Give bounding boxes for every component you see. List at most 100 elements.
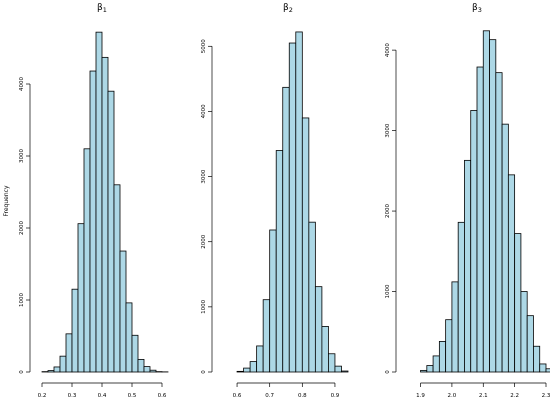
histogram-bar: [282, 86, 290, 373]
x-tick-label: 0.5: [128, 393, 137, 399]
x-tick-label: 2.1: [479, 393, 488, 399]
histogram-bar: [59, 355, 67, 373]
y-tick-label: 1000: [19, 293, 25, 307]
histogram-bar: [520, 291, 528, 373]
histogram-bar: [507, 174, 516, 373]
x-tick-label: 0.7: [265, 393, 274, 399]
histogram-bar: [71, 288, 79, 373]
x-tick-label: 1.9: [416, 393, 425, 399]
y-tick-label: 3000: [385, 123, 391, 137]
y-tick-label: 2000: [201, 234, 207, 248]
histogram-bar: [445, 319, 453, 373]
histogram-bar: [256, 345, 264, 373]
y-tick-label: 5000: [201, 39, 207, 53]
histogram-bar: [334, 365, 342, 373]
x-tick-label: 0.8: [298, 393, 307, 399]
y-tick-label: 4000: [19, 77, 25, 91]
histogram-bar: [464, 159, 472, 373]
x-tick-label: 0.3: [68, 393, 77, 399]
histogram-bar: [249, 361, 258, 373]
histogram-bar: [457, 221, 465, 373]
histogram-bar: [451, 281, 459, 373]
histogram-bar: [308, 221, 316, 373]
histogram-bar: [288, 42, 297, 373]
histogram-bar: [432, 355, 440, 373]
histogram-bar: [149, 369, 157, 373]
histogram-bar: [514, 233, 522, 373]
y-tick-label: 4000: [385, 43, 391, 57]
title-symbol: β: [97, 3, 103, 13]
histogram-bar: [243, 367, 251, 373]
panel-title: β1: [97, 3, 107, 14]
histogram-bar: [489, 39, 497, 373]
histogram-bar: [77, 223, 85, 373]
panel-title: β3: [472, 3, 482, 14]
title-symbol: β: [472, 3, 478, 13]
histogram-bar: [113, 184, 121, 373]
histogram-bar: [125, 302, 133, 373]
histogram-bar: [470, 110, 478, 373]
y-tick-label: 1000: [201, 299, 207, 313]
y-tick-label: 0: [201, 370, 207, 374]
histogram-bar: [236, 370, 244, 373]
histogram-bar: [476, 66, 484, 373]
y-tick-label: 0: [19, 370, 25, 374]
title-subscript: 2: [289, 6, 293, 14]
histogram-bar: [131, 334, 139, 373]
histogram-bar: [83, 148, 91, 373]
y-tick-label: 1000: [385, 284, 391, 298]
x-tick-label: 0.4: [98, 393, 107, 399]
x-tick-label: 0.2: [38, 393, 47, 399]
panel-title: β2: [283, 3, 293, 14]
histogram-bar: [495, 72, 503, 373]
title-subscript: 3: [478, 6, 482, 14]
x-tick-label: 2.0: [448, 393, 457, 399]
histogram-bar: [107, 90, 115, 373]
histogram-bar: [545, 368, 550, 373]
y-axis-label: Frequency: [3, 185, 10, 216]
histogram-panel-1: β1 0.2 0.3 0.4 0.5 0.6 0 1000 2000 3000 4000 Freque…: [3, 3, 169, 399]
x-tick-label: 0.6: [233, 393, 242, 399]
histogram-bar: [533, 345, 541, 373]
histogram-bar: [137, 358, 145, 373]
x-tick-label: 2.3: [542, 393, 550, 399]
histogram-bar: [501, 123, 509, 373]
title-subscript: 1: [103, 6, 107, 14]
histogram-bar: [119, 250, 127, 373]
y-tick-label: 4000: [201, 104, 207, 118]
x-tick-label: 0.6: [158, 393, 167, 399]
y-tick-label: 2000: [19, 221, 25, 235]
histogram-bar: [321, 325, 329, 373]
histogram-bar: [295, 31, 303, 373]
y-tick-label: 3000: [201, 169, 207, 183]
histogram-bar: [301, 117, 310, 373]
x-tick-label: 0.9: [331, 393, 340, 399]
histogram-bar: [526, 315, 534, 373]
histogram-bar: [53, 366, 61, 373]
histogram-bar: [101, 56, 109, 373]
histogram-bar: [269, 229, 277, 373]
histogram-bar: [341, 370, 349, 373]
histogram-bar: [539, 363, 547, 373]
histogram-panel-3: β3 1.9 2.0 2.1 2.2 2.3 0 1000 2000 3000 4000: [385, 3, 550, 399]
histogram-bar: [95, 31, 103, 373]
histogram-bar: [426, 365, 434, 373]
title-symbol: β: [283, 3, 289, 13]
histogram-bar: [65, 333, 73, 373]
histogram-bar: [275, 150, 284, 373]
y-tick-label: 3000: [19, 149, 25, 163]
histogram-bar: [143, 366, 151, 373]
y-tick-label: 2000: [385, 204, 391, 218]
histogram-bar: [47, 370, 55, 373]
x-tick-label: 2.2: [510, 393, 519, 399]
histogram-bar: [482, 30, 490, 373]
histogram-bar: [262, 299, 271, 373]
y-tick-label: 0: [385, 370, 391, 374]
histogram-bar: [89, 70, 97, 373]
histogram-panel-2: β2 0.6 0.7 0.8 0.9 0 1000 2000 3000 4000 5000: [201, 3, 349, 399]
histogram-bar: [420, 369, 428, 373]
histogram-bar: [328, 353, 336, 373]
histogram-bar: [314, 286, 323, 373]
histogram-bar: [438, 341, 447, 373]
